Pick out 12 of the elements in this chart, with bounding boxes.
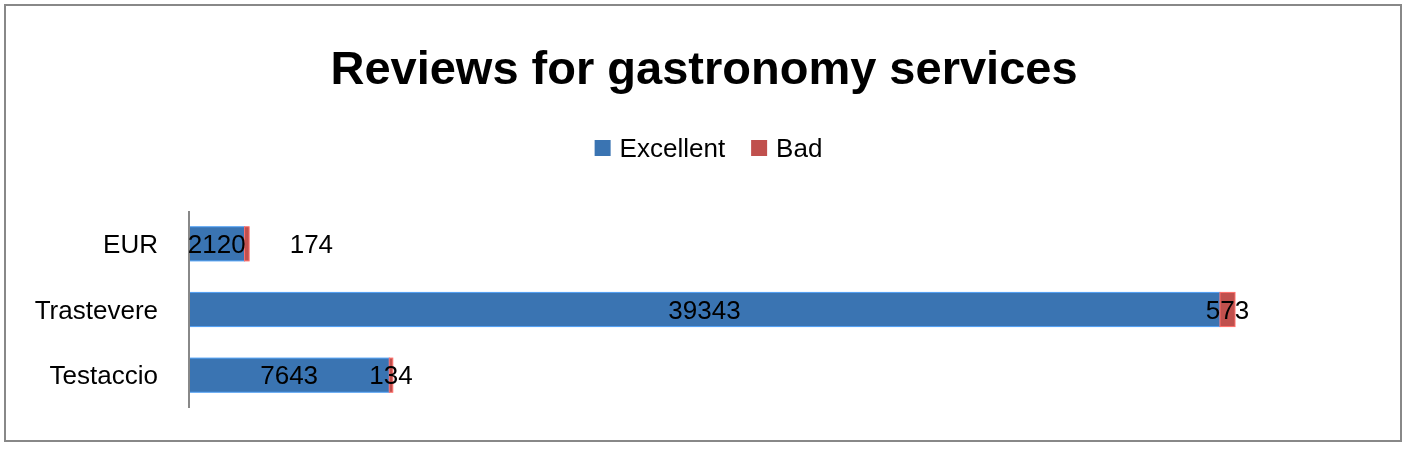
data-label: 39343: [668, 294, 741, 325]
data-label: 573: [1205, 294, 1250, 325]
legend-label: Bad: [776, 133, 823, 163]
data-label: 134: [369, 360, 413, 391]
bar: [244, 226, 250, 262]
chart-title: Reviews for gastronomy services: [330, 41, 1078, 94]
legend-label: Excellent: [619, 133, 726, 163]
data-label: 174: [289, 228, 334, 259]
y-tick-label: Testaccio: [49, 360, 158, 391]
data-label: 7643: [260, 360, 319, 391]
y-tick-label: EUR: [103, 228, 158, 259]
y-tick-label: Trastevere: [34, 294, 158, 325]
